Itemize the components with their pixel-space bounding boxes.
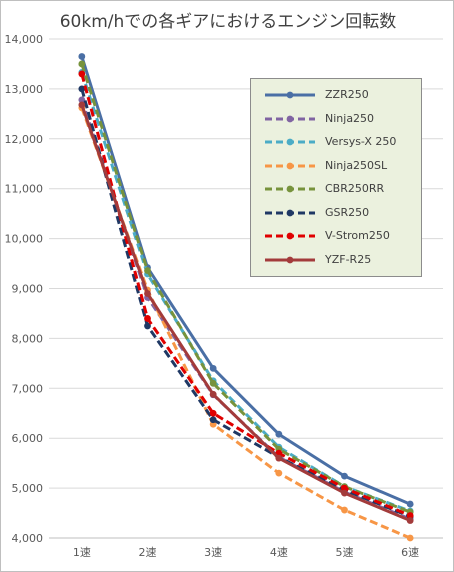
legend-label: ZZR250	[325, 88, 369, 101]
x-tick-label: 1速	[73, 546, 91, 559]
x-tick-label: 5速	[336, 546, 354, 559]
data-point	[144, 290, 151, 297]
legend-marker	[286, 256, 294, 263]
y-tick-label: 6,000	[12, 432, 44, 445]
data-point	[209, 416, 217, 424]
data-point	[209, 379, 217, 387]
y-tick-label: 14,000	[5, 33, 44, 46]
legend-marker	[286, 115, 294, 122]
legend-item: ZZR250	[261, 85, 419, 105]
series-line-cbr250rr	[80, 63, 411, 514]
legend-item: GSR250	[261, 203, 419, 223]
y-tick-label: 5,000	[12, 482, 44, 495]
legend-item: Ninja250	[261, 109, 419, 129]
data-point	[78, 60, 86, 68]
legend-item: YZF-R25	[261, 250, 419, 270]
data-point	[406, 500, 414, 508]
legend-label: GSR250	[325, 205, 370, 219]
legend-label: Ninja250SL	[325, 158, 388, 172]
data-point	[341, 489, 348, 497]
data-point	[275, 469, 283, 477]
series-line-versys-x-250	[80, 71, 411, 513]
data-point	[209, 364, 217, 372]
legend-label: V-Strom250	[325, 229, 390, 242]
x-tick-label: 4速	[270, 546, 288, 559]
legend-marker	[286, 91, 294, 99]
data-point	[209, 390, 217, 398]
data-point	[406, 534, 414, 542]
x-tick-label: 6速	[401, 546, 419, 559]
data-point	[78, 96, 86, 104]
legend: ZZR250 Ninja250 Versys-X 250 Ninja250SL CBR2…	[250, 78, 422, 277]
y-tick-label: 13,000	[5, 83, 44, 96]
legend-label: CBR250RR	[325, 182, 385, 195]
y-tick-label: 7,000	[12, 382, 44, 395]
data-point	[406, 512, 414, 519]
legend-item: CBR250RR	[261, 179, 419, 199]
chart-title: 60km/hでの各ギアにおけるエンジン回転数	[59, 12, 397, 32]
data-point	[144, 315, 151, 322]
legend-label: Versys-X 250	[325, 135, 397, 148]
y-tick-label: 9,000	[12, 283, 44, 296]
data-point	[341, 472, 348, 480]
data-point	[341, 484, 348, 492]
data-point	[78, 101, 86, 109]
legend-swatch	[265, 232, 315, 240]
legend-marker	[286, 232, 294, 240]
legend-swatch	[265, 209, 315, 216]
series-line-yzf-r25	[80, 104, 411, 522]
legend-marker	[286, 209, 294, 216]
data-point	[341, 506, 348, 514]
legend-swatch	[265, 162, 315, 169]
x-tick-label: 3速	[204, 546, 222, 559]
series-line-zzr250	[80, 56, 411, 506]
legend-label: YZF-R25	[325, 252, 372, 266]
y-tick-label: 11,000	[5, 183, 44, 196]
y-tick-label: 10,000	[5, 233, 44, 246]
data-point	[78, 70, 86, 78]
series-line-gsr250	[80, 88, 411, 518]
data-point	[78, 85, 86, 93]
data-point	[78, 53, 86, 60]
y-tick-label: 12,000	[5, 133, 44, 146]
data-point	[406, 517, 414, 524]
legend-swatch	[265, 138, 315, 146]
data-point	[144, 267, 151, 274]
legend-item: Ninja250SL	[261, 156, 419, 176]
data-point	[275, 454, 283, 462]
x-tick-label: 2速	[139, 546, 157, 559]
legend-swatch	[265, 91, 315, 99]
data-point	[209, 409, 217, 417]
data-point	[275, 430, 283, 438]
legend-marker	[286, 162, 294, 169]
legend-label: Ninja250	[325, 111, 375, 125]
y-tick-label: 8,000	[12, 332, 44, 345]
legend-swatch	[265, 185, 315, 193]
series-line-v-strom250	[80, 73, 411, 517]
data-point	[144, 322, 151, 330]
legend-item: V-Strom250	[261, 226, 419, 246]
legend-marker	[286, 185, 294, 193]
legend-swatch	[265, 256, 315, 263]
legend-item: Versys-X 250	[261, 132, 419, 152]
y-tick-label: 4,000	[12, 532, 44, 545]
legend-marker	[286, 138, 294, 146]
legend-swatch	[265, 115, 315, 122]
